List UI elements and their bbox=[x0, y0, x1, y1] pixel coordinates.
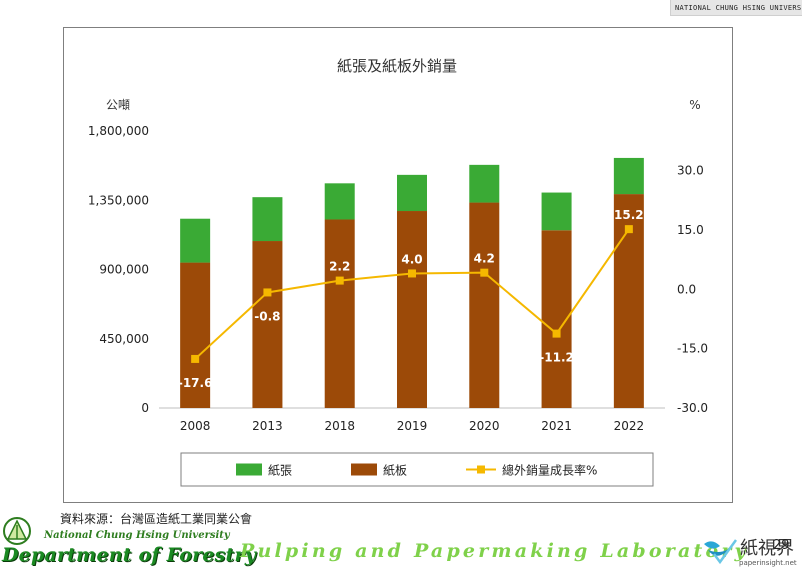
laboratory-name: Pulping and Papermaking Laboratory bbox=[240, 540, 749, 562]
growth-data-label: -0.8 bbox=[254, 309, 280, 323]
legend: 紙張 紙板 總外銷量成長率% bbox=[180, 452, 654, 487]
chart: 紙張及紙板外銷量 公噸 % 0 450,000 900,000 1,350,000 1,… bbox=[88, 57, 708, 487]
y-left-tick-label: 450,000 bbox=[99, 332, 149, 346]
bar bbox=[541, 192, 572, 231]
y-right-tick-label: 0.0 bbox=[677, 282, 696, 296]
bar bbox=[613, 157, 644, 195]
legend-swatch bbox=[351, 463, 377, 476]
legend-swatch bbox=[236, 463, 262, 476]
right-axis-unit: % bbox=[689, 98, 700, 112]
department-university-name: National Chung Hsing University bbox=[44, 530, 230, 541]
growth-data-label: 4.0 bbox=[401, 252, 422, 266]
growth-point bbox=[263, 288, 272, 297]
growth-data-label: -11.2 bbox=[539, 351, 574, 365]
bar bbox=[469, 202, 500, 408]
y-left-tick-label: 1,350,000 bbox=[88, 193, 149, 207]
growth-data-label: 4.2 bbox=[474, 252, 495, 266]
university-banner: NATIONAL CHUNG HSING UNIVERSIT bbox=[670, 0, 802, 16]
bar bbox=[397, 174, 427, 212]
growth-point bbox=[408, 269, 416, 278]
x-tick-label: 2021 bbox=[541, 419, 572, 433]
paperinsight-logo-icon bbox=[704, 539, 738, 565]
legend-label: 總外銷量成長率% bbox=[502, 463, 597, 478]
growth-data-label: 2.2 bbox=[329, 260, 350, 274]
growth-point bbox=[191, 354, 200, 363]
growth-point bbox=[624, 225, 633, 234]
department-name: Department of Forestry bbox=[2, 544, 256, 566]
bar bbox=[324, 183, 355, 220]
bar bbox=[252, 197, 283, 242]
x-tick-label: 2008 bbox=[180, 419, 211, 433]
legend-label: 紙板 bbox=[383, 463, 407, 478]
left-axis-unit: 公噸 bbox=[106, 98, 130, 112]
x-tick-label: 2019 bbox=[397, 419, 428, 433]
department-logo-icon bbox=[3, 517, 31, 545]
bar bbox=[324, 219, 355, 408]
growth-point bbox=[480, 268, 489, 277]
y-right-tick-label: -30.0 bbox=[677, 401, 708, 415]
bar bbox=[397, 211, 427, 408]
growth-data-label: 15.2 bbox=[614, 208, 644, 222]
brand-name: 紙視界 bbox=[740, 538, 794, 559]
y-left-tick-label: 1,800,000 bbox=[88, 124, 149, 138]
growth-point bbox=[335, 276, 344, 285]
growth-data-label: -17.6 bbox=[178, 376, 213, 390]
page-number: 29 bbox=[773, 538, 790, 553]
bar bbox=[180, 218, 211, 263]
y-right-tick-label: 30.0 bbox=[677, 164, 704, 178]
source-note: 資料來源：台灣區造紙工業同業公會 bbox=[60, 512, 253, 526]
y-left-tick-label: 0 bbox=[141, 401, 149, 415]
bar bbox=[252, 241, 283, 408]
legend-label: 紙張 bbox=[268, 463, 292, 478]
legend-marker bbox=[477, 465, 485, 474]
x-tick-label: 2022 bbox=[614, 419, 645, 433]
plot-area: 0 450,000 900,000 1,350,000 1,800,000 -30.0 -1… bbox=[88, 124, 708, 433]
brand-url[interactable]: paperinsight.net bbox=[739, 559, 797, 567]
growth-point bbox=[552, 329, 561, 338]
y-right-tick-label: 15.0 bbox=[677, 223, 704, 237]
bar bbox=[180, 262, 211, 408]
y-left-tick-label: 900,000 bbox=[99, 263, 149, 277]
y-right-tick-label: -15.0 bbox=[677, 342, 708, 356]
bar bbox=[469, 164, 500, 203]
chart-title: 紙張及紙板外銷量 bbox=[337, 57, 457, 75]
x-tick-label: 2020 bbox=[469, 419, 500, 433]
x-tick-label: 2013 bbox=[252, 419, 283, 433]
x-tick-label: 2018 bbox=[324, 419, 355, 433]
